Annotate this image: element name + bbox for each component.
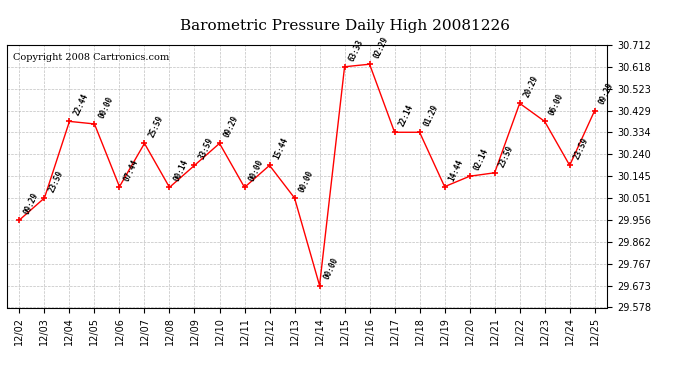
Text: 25:59: 25:59 — [147, 114, 165, 139]
Text: 00:00: 00:00 — [297, 169, 315, 194]
Text: 22:14: 22:14 — [397, 104, 415, 128]
Text: 63:33: 63:33 — [347, 38, 365, 63]
Text: 02:29: 02:29 — [373, 35, 391, 60]
Text: 23:59: 23:59 — [573, 136, 591, 161]
Text: 20:29: 20:29 — [522, 74, 540, 99]
Text: 01:29: 01:29 — [422, 104, 440, 128]
Text: Copyright 2008 Cartronics.com: Copyright 2008 Cartronics.com — [13, 53, 169, 62]
Text: 33:59: 33:59 — [197, 136, 215, 161]
Text: 09:29: 09:29 — [222, 114, 240, 139]
Text: 00:00: 00:00 — [247, 158, 265, 183]
Text: 06:00: 06:00 — [547, 93, 565, 117]
Text: 23:59: 23:59 — [497, 144, 515, 169]
Text: 23:59: 23:59 — [47, 169, 65, 194]
Text: Barometric Pressure Daily High 20081226: Barometric Pressure Daily High 20081226 — [180, 19, 510, 33]
Text: 14:44: 14:44 — [447, 158, 465, 183]
Text: 00:00: 00:00 — [322, 256, 340, 281]
Text: 00:00: 00:00 — [97, 95, 115, 120]
Text: 02:14: 02:14 — [473, 147, 491, 172]
Text: 00:14: 00:14 — [172, 158, 190, 183]
Text: 15:44: 15:44 — [273, 136, 290, 161]
Text: 07:44: 07:44 — [122, 158, 140, 183]
Text: 09:29: 09:29 — [598, 82, 615, 106]
Text: 09:29: 09:29 — [22, 191, 40, 216]
Text: 22:44: 22:44 — [72, 93, 90, 117]
